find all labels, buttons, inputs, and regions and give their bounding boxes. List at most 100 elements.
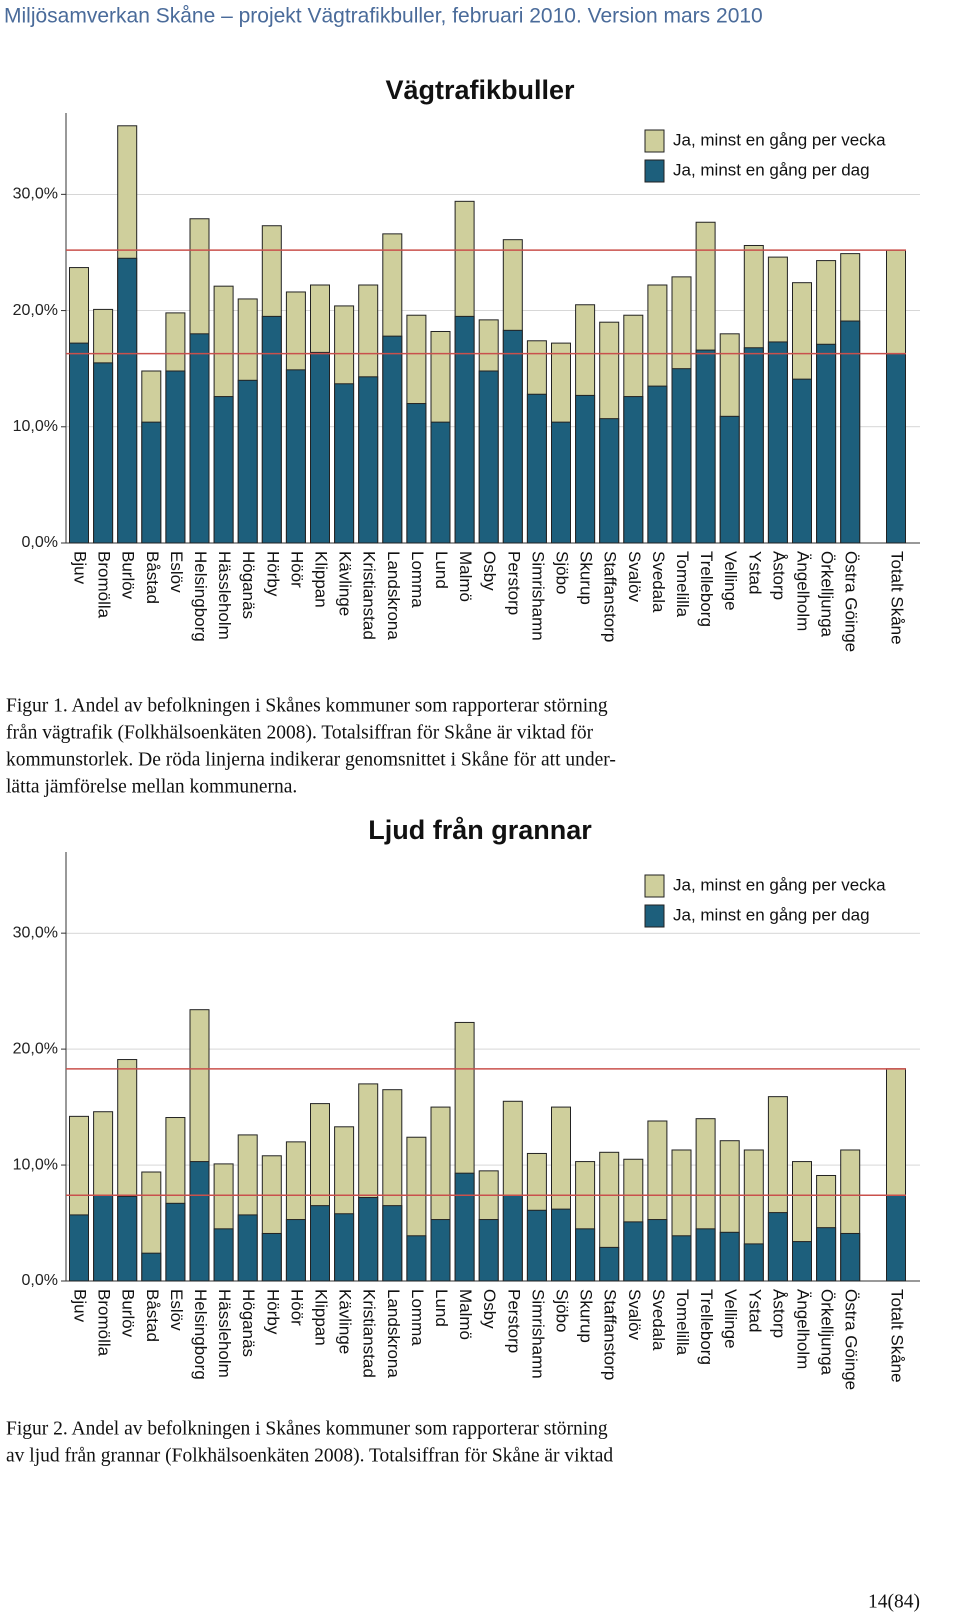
bar (840, 320, 861, 544)
bar (358, 376, 379, 544)
legend-label: Ja, minst en gång per dag (673, 160, 870, 179)
bar (93, 1194, 114, 1282)
bar (526, 393, 547, 544)
chart-title: Vägtrafikbuller (385, 75, 575, 105)
bar (117, 1195, 138, 1282)
x-tick-label: Svedala (649, 551, 668, 613)
bar (213, 1228, 234, 1282)
bar (406, 1235, 427, 1282)
x-tick-label: Bjuv (71, 1289, 90, 1323)
x-tick-label: Perstorp (504, 551, 523, 615)
bar (816, 1227, 837, 1282)
legend-swatch (644, 904, 665, 928)
x-tick-label: Ystad (745, 551, 764, 594)
x-tick-label: Höganäs (239, 1289, 258, 1357)
caption-line: kommunstorlek. De röda linjerna indikera… (6, 749, 616, 770)
page-number: 14(84) (868, 1591, 920, 1612)
caption-line: lätta jämförelse mellan kommunerna. (6, 776, 297, 797)
x-tick-label: Helsingborg (191, 1289, 210, 1380)
x-tick-label: Kävlinge (336, 551, 355, 616)
bar (792, 1241, 812, 1282)
x-tick-label: Höör (287, 551, 306, 588)
x-tick-label: Trelleborg (697, 551, 716, 627)
x-tick-label: Skurup (577, 1289, 596, 1343)
bar (647, 1219, 668, 1282)
bar (189, 1161, 210, 1282)
bar (502, 329, 523, 544)
legend-swatch (644, 129, 665, 153)
bar (719, 415, 740, 544)
legend-swatch (644, 159, 665, 183)
x-tick-label: Totalt Skåne (888, 551, 907, 645)
caption-line: från vägtrafik (Folkhälsoenkäten 2008). … (6, 722, 594, 743)
bar (599, 1246, 620, 1282)
x-tick-label: Svedala (649, 1289, 668, 1351)
x-tick-label: Svalöv (625, 551, 644, 603)
bar (575, 394, 596, 544)
bar (767, 341, 788, 544)
bar (430, 421, 451, 544)
x-tick-label: Örkelljunga (818, 551, 837, 638)
legend-label: Ja, minst en gång per vecka (673, 130, 886, 149)
y-tick-label: 20,0% (13, 1040, 58, 1057)
y-tick-label: 20,0% (13, 302, 58, 319)
bar (695, 349, 716, 544)
x-tick-label: Höganäs (239, 551, 258, 619)
x-tick-label: Klippan (312, 1289, 331, 1346)
bar (165, 1202, 186, 1282)
bar (141, 421, 162, 544)
bar (502, 1194, 523, 1282)
x-tick-label: Lund (432, 551, 451, 589)
bar (141, 1252, 162, 1282)
x-tick-label: Höör (287, 1289, 306, 1326)
bar (886, 1194, 906, 1282)
bar (551, 1208, 571, 1282)
bar (792, 378, 812, 544)
x-tick-label: Eslöv (167, 1289, 186, 1331)
bar (647, 385, 668, 544)
bar (213, 396, 234, 544)
bar (671, 368, 692, 544)
x-tick-label: Ystad (745, 1289, 764, 1332)
x-tick-label: Osby (480, 1289, 499, 1329)
bar (478, 370, 499, 544)
bar (117, 257, 138, 544)
legend-label: Ja, minst en gång per vecka (673, 875, 886, 894)
x-tick-label: Simrishamn (528, 1289, 547, 1379)
legend-swatch (644, 874, 665, 898)
x-tick-label: Klippan (312, 551, 331, 608)
bar (165, 370, 186, 544)
bar (454, 1172, 475, 1282)
caption-line: Figur 1. Andel av befolkningen i Skånes … (6, 695, 608, 716)
x-tick-label: Kristianstad (360, 551, 379, 640)
chart-title: Ljud från grannar (368, 815, 592, 845)
x-tick-label: Simrishamn (528, 551, 547, 641)
bar (719, 1231, 740, 1282)
bar (840, 1232, 861, 1282)
bar (358, 1197, 379, 1282)
bar (261, 1232, 282, 1282)
bar (695, 1228, 716, 1282)
y-tick-label: 0,0% (22, 534, 58, 551)
bar (406, 403, 427, 544)
x-tick-label: Örkelljunga (818, 1289, 837, 1376)
bar (886, 353, 906, 544)
y-tick-label: 30,0% (13, 924, 58, 941)
x-tick-label: Landskrona (384, 1289, 403, 1378)
bar (382, 335, 403, 544)
y-tick-label: 30,0% (13, 186, 58, 203)
x-tick-label: Hörby (263, 1289, 282, 1335)
y-tick-label: 10,0% (13, 1156, 58, 1173)
bar (743, 1243, 764, 1282)
x-tick-label: Landskrona (384, 551, 403, 640)
bar (743, 347, 764, 544)
x-tick-label: Bromölla (95, 1289, 114, 1357)
x-tick-label: Sjöbo (553, 551, 572, 594)
x-tick-label: Hässleholm (215, 1289, 234, 1378)
x-tick-label: Staffanstorp (601, 1289, 620, 1380)
bar (671, 1235, 692, 1282)
caption-line: Figur 2. Andel av befolkningen i Skånes … (6, 1418, 608, 1439)
y-tick-label: 0,0% (22, 1272, 58, 1289)
bar (478, 1219, 499, 1282)
